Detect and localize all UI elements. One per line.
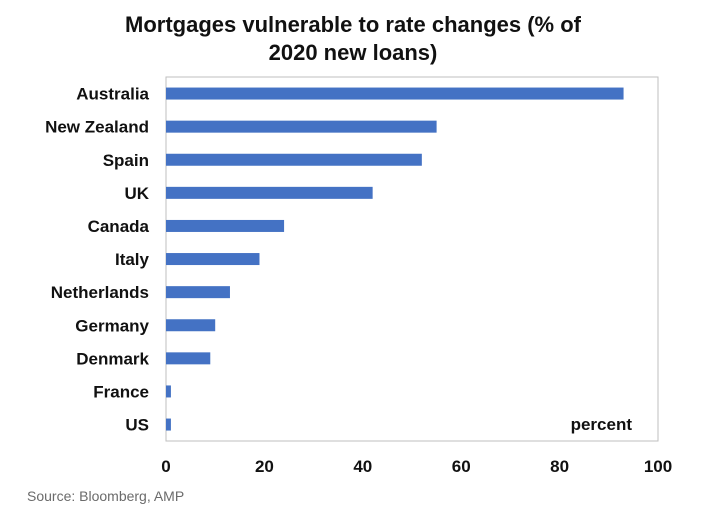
source-note: Source: Bloomberg, AMP — [27, 488, 185, 504]
bar-spain — [166, 153, 422, 166]
category-label: Australia — [76, 85, 149, 104]
bar-canada — [166, 219, 285, 232]
x-tick-label: 80 — [550, 457, 569, 476]
category-labels: Australia New Zealand Spain UK Canada Italy Ne… — [45, 85, 150, 435]
category-label: Italy — [115, 250, 150, 269]
bar-france — [166, 385, 171, 398]
bar-uk — [166, 186, 373, 199]
x-axis-ticks: 0 20 40 60 80 100 — [161, 457, 672, 476]
x-tick-label: 60 — [452, 457, 471, 476]
category-label: Denmark — [76, 349, 149, 368]
category-label: Netherlands — [51, 283, 149, 302]
bar-germany — [166, 319, 216, 332]
x-tick-label: 40 — [353, 457, 372, 476]
chart-title-line-2: 2020 new loans) — [269, 40, 438, 65]
category-label: Germany — [75, 316, 149, 335]
unit-label: percent — [571, 415, 633, 434]
x-tick-label: 0 — [161, 457, 170, 476]
bar-netherlands — [166, 286, 230, 299]
category-label: US — [125, 416, 149, 435]
x-tick-label: 20 — [255, 457, 274, 476]
bar-new-zealand — [166, 120, 437, 133]
category-label: France — [93, 382, 149, 401]
bar-italy — [166, 253, 260, 266]
category-label: Spain — [103, 151, 149, 170]
category-label: Canada — [88, 217, 150, 236]
category-label: New Zealand — [45, 118, 149, 137]
x-tick-label: 100 — [644, 457, 672, 476]
bar-australia — [166, 87, 624, 100]
bar-denmark — [166, 352, 211, 365]
chart-title-line-1: Mortgages vulnerable to rate changes (% … — [125, 12, 582, 37]
category-label: UK — [124, 184, 149, 203]
bars-group — [166, 87, 624, 431]
bar-us — [166, 418, 171, 431]
